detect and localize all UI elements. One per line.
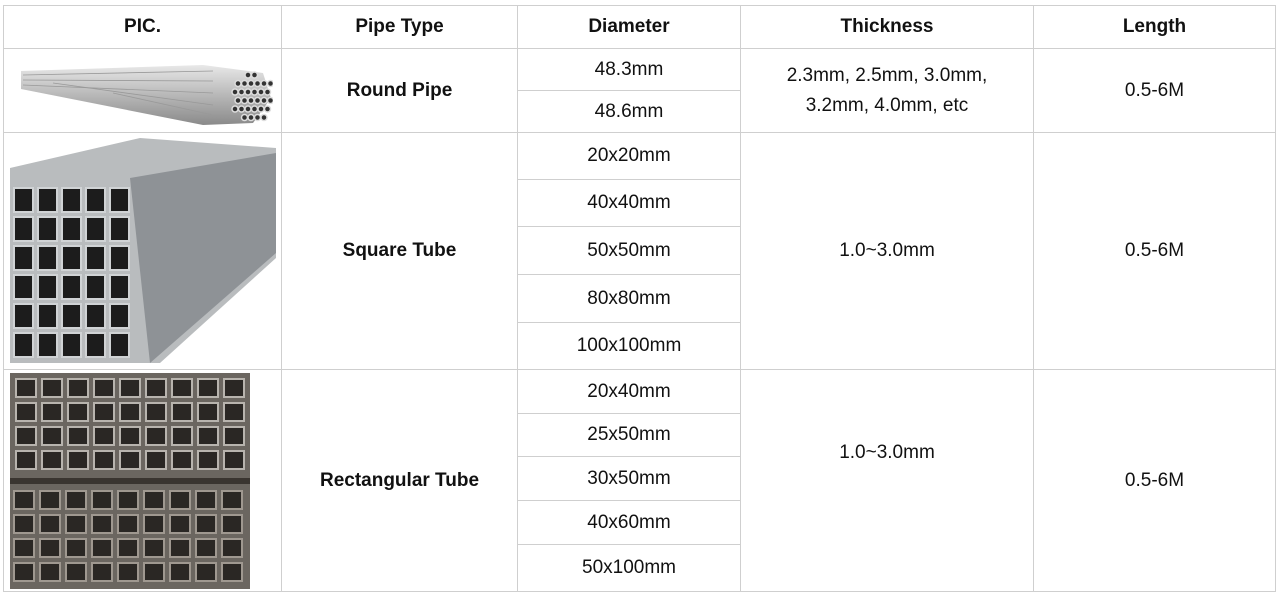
diameter-cell: 50x50mm xyxy=(517,226,741,275)
diameter-cell: 20x20mm xyxy=(517,132,741,180)
diameter-cell: 100x100mm xyxy=(517,322,741,370)
table-row: Square Tube 20x20mm 1.0~3.0mm 0.5-6M xyxy=(3,132,1276,370)
length-cell: 0.5-6M xyxy=(1033,48,1276,133)
length-cell: 0.5-6M xyxy=(1033,132,1276,370)
diameter-cell: 40x40mm xyxy=(517,179,741,227)
pipe-type: Square Tube xyxy=(281,132,518,370)
thickness-line: 3.2mm, 4.0mm, etc xyxy=(805,94,969,116)
header-pipe-type: Pipe Type xyxy=(281,5,518,49)
diameter-cell: 25x50mm xyxy=(517,413,741,457)
thickness-cell: 1.0~3.0mm xyxy=(740,369,1034,592)
diameter-cell: 30x50mm xyxy=(517,456,741,501)
table-row: 30x50mm xyxy=(4,456,1276,501)
diameter-cell: 20x40mm xyxy=(517,369,741,414)
diameter-cell: 40x60mm xyxy=(517,500,741,545)
table-row: 80x80mm xyxy=(4,274,1276,323)
table-row: 48.6mm xyxy=(4,90,1276,133)
round-pipe-image xyxy=(3,48,282,133)
header-diameter: Diameter xyxy=(517,5,741,49)
thickness-cell: 1.0~3.0mm xyxy=(740,132,1034,370)
diameter-cell: 50x100mm xyxy=(517,544,741,592)
table-row: 100x100mm xyxy=(4,322,1276,370)
thickness-line: 2.3mm, 2.5mm, 3.0mm, xyxy=(786,64,988,86)
pipe-spec-table: PIC. Pipe Type Diameter Thickness Length… xyxy=(3,5,1276,592)
diameter-cell: 48.3mm xyxy=(517,48,741,91)
table-row: 25x50mm xyxy=(4,413,1276,457)
rectangular-tube-image xyxy=(3,369,282,592)
pipe-type: Round Pipe xyxy=(281,48,518,133)
header-length: Length xyxy=(1033,5,1276,49)
pipe-type: Rectangular Tube xyxy=(281,369,518,592)
diameter-cell: 80x80mm xyxy=(517,274,741,323)
thickness-cell: 2.3mm, 2.5mm, 3.0mm, 3.2mm, 4.0mm, etc xyxy=(740,48,1034,133)
header-pic: PIC. xyxy=(3,5,282,49)
diameter-cell: 48.6mm xyxy=(517,90,741,133)
header-row: PIC. Pipe Type Diameter Thickness Length xyxy=(3,5,1276,49)
table-row: 50x50mm xyxy=(4,226,1276,275)
length-cell: 0.5-6M xyxy=(1033,369,1276,592)
table-row: 40x60mm xyxy=(4,500,1276,545)
table-row: Rectangular Tube 20x40mm 1.0~3.0mm 0.5-6… xyxy=(3,369,1276,592)
table-row: 50x100mm xyxy=(4,544,1276,592)
square-tube-image xyxy=(3,132,282,370)
table-row: Round Pipe 48.3mm 2.3mm, 2.5mm, 3.0mm, 3… xyxy=(3,48,1276,133)
header-thickness: Thickness xyxy=(740,5,1034,49)
